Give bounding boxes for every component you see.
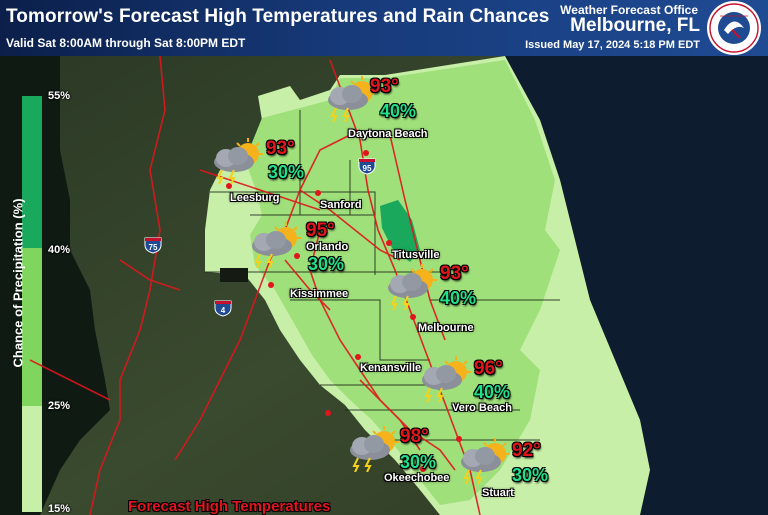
pop-zone-high: [380, 200, 420, 262]
rain-chance-leesburg: 30%: [268, 162, 305, 182]
rain-chance-okeechobee: 30%: [400, 452, 437, 472]
interstate-4-shield-icon: 4: [214, 300, 232, 317]
legend-bar-high: [22, 96, 42, 248]
valid-period: Valid Sat 8:00AM through Sat 8:00PM EDT: [6, 36, 246, 50]
thunderstorm-sun-icon: [328, 76, 377, 122]
city-label-kissimmee: Kissimmee: [290, 288, 349, 300]
rain-chance-stuart: 30%: [512, 465, 549, 485]
city-dot-titusville: [386, 240, 392, 246]
city-dot-leesburg: [226, 183, 232, 189]
issued-time: Issued May 17, 2024 5:18 PM EDT: [525, 39, 700, 51]
city-dot-okeechobee: [420, 466, 426, 472]
legend-bar-low: [22, 406, 42, 512]
noaa-nws-logo: [707, 1, 761, 55]
city-label-titusville: Titusville: [392, 249, 440, 261]
city-label-stuart: Stuart: [482, 487, 514, 499]
page-title: Tomorrow's Forecast High Temperatures an…: [6, 6, 550, 27]
legend-label-40: 40%: [48, 244, 71, 256]
city-label-orlando: Orlando: [306, 241, 349, 253]
city-label-daytona-beach: Daytona Beach: [348, 128, 428, 140]
interstate-95-shield-icon: 95: [358, 158, 376, 175]
rain-chance-orlando: 30%: [308, 254, 345, 274]
high-temp-melbourne: 93°: [440, 263, 469, 284]
high-temp-orlando: 95°: [306, 220, 335, 241]
office-city: Melbourne, FL: [570, 15, 700, 36]
high-temp-leesburg: 93°: [266, 138, 295, 159]
high-temp-okeechobee: 98°: [400, 426, 429, 447]
footer-caption: Forecast High Temperatures: [128, 498, 331, 515]
interstate-95-label: 95: [363, 164, 372, 173]
interstate-75-label: 75: [149, 243, 158, 252]
thunderstorm-sun-icon: [422, 356, 471, 402]
thunderstorm-sun-icon: [461, 438, 510, 484]
legend-bar-mid: [22, 248, 42, 406]
high-temp-daytona-beach: 93°: [370, 76, 399, 97]
city-dot-kissimmee: [268, 282, 274, 288]
legend-title: Chance of Precipitation (%): [10, 198, 26, 368]
city-label-vero-beach: Vero Beach: [452, 402, 512, 414]
city-label-leesburg: Leesburg: [230, 192, 280, 204]
interstate-4-label: 4: [221, 306, 226, 315]
city-dot-orlando: [294, 253, 300, 259]
thunderstorm-sun-icon: [388, 264, 437, 310]
rain-chance-vero-beach: 40%: [474, 382, 511, 402]
city-dot-melbourne: [410, 314, 416, 320]
interstate-75-shield-icon: 75: [144, 237, 162, 254]
rain-chance-melbourne: 40%: [440, 288, 477, 308]
thunderstorm-sun-icon: [214, 138, 263, 184]
atlantic-ocean: [505, 56, 768, 515]
city-dot-sanford: [315, 190, 321, 196]
city-label-sanford: Sanford: [320, 199, 362, 211]
city-label-okeechobee: Okeechobee: [384, 472, 450, 484]
city-label-kenansville: Kenansville: [360, 362, 422, 374]
legend-label-25: 25%: [48, 400, 71, 412]
header-banner: Tomorrow's Forecast High Temperatures an…: [0, 0, 768, 56]
city-dot-vero-beach: [456, 436, 462, 442]
legend-label-55: 55%: [48, 90, 71, 102]
thunderstorm-sun-icon: [350, 426, 399, 472]
legend-label-15: 15%: [48, 503, 71, 515]
thunderstorm-sun-icon: [252, 222, 301, 268]
rain-chance-daytona-beach: 40%: [380, 101, 417, 121]
city-dot-lake: [325, 410, 331, 416]
high-temp-stuart: 92°: [512, 440, 541, 461]
office-label: Weather Forecast Office: [560, 3, 698, 17]
high-temp-vero-beach: 96°: [474, 358, 503, 379]
city-dot-kenansville: [355, 354, 361, 360]
city-dot-daytona-beach: [363, 150, 369, 156]
dark-patch: [220, 268, 248, 282]
city-label-melbourne: Melbourne: [418, 322, 474, 334]
